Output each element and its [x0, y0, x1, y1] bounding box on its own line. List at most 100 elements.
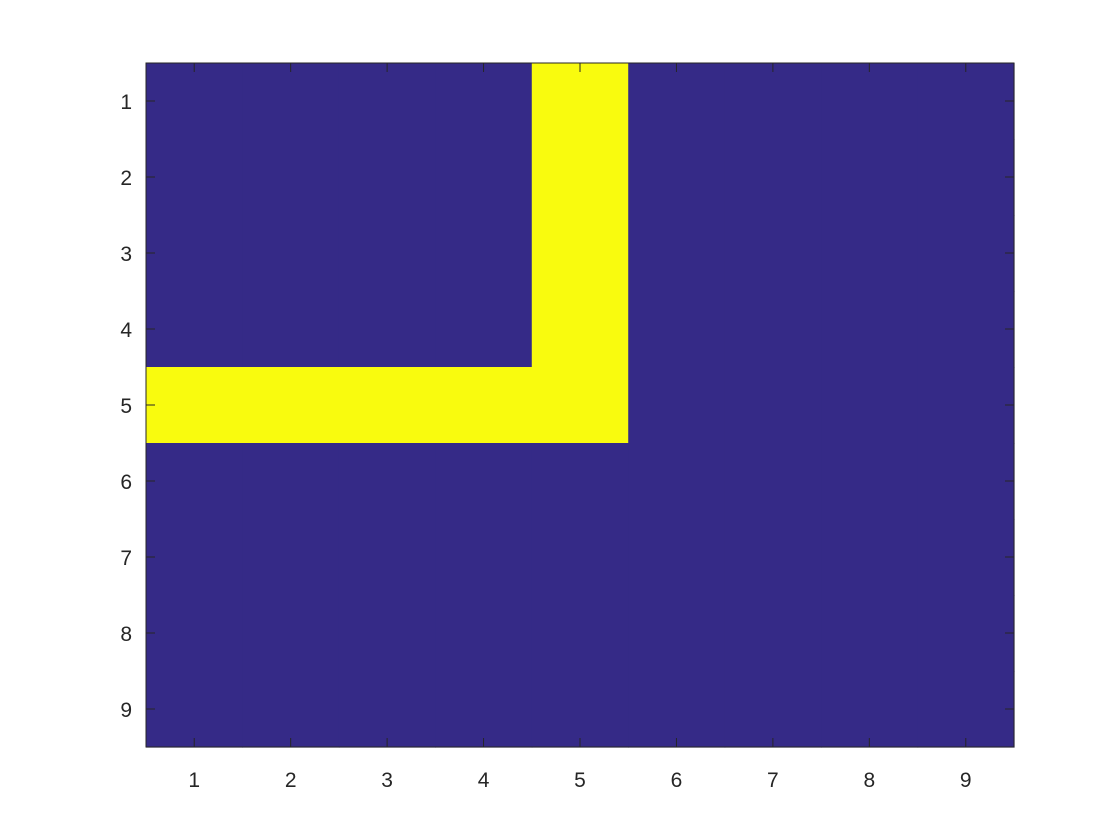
heatmap-cell — [338, 367, 436, 444]
heatmap-cell — [724, 519, 822, 596]
heatmap-cell — [821, 443, 919, 520]
heatmap-cell — [724, 671, 822, 748]
heatmap-cell — [531, 519, 629, 596]
heatmap-cell — [338, 63, 436, 140]
heatmap-cell — [917, 63, 1015, 140]
heatmap-cell — [821, 291, 919, 368]
heatmap-cell — [724, 215, 822, 292]
heatmap-cell — [242, 63, 340, 140]
heatmap-cell — [242, 443, 340, 520]
y-tick-label: 6 — [120, 471, 132, 494]
heatmap-cell — [242, 367, 340, 444]
heatmap-cell — [917, 139, 1015, 216]
heatmap-cell — [531, 443, 629, 520]
heatmap-cell — [242, 519, 340, 596]
heatmap-cell — [724, 595, 822, 672]
y-tick-label: 9 — [120, 699, 132, 722]
x-tick-label: 5 — [574, 769, 586, 792]
heatmap-cell — [821, 215, 919, 292]
heatmap-cell — [242, 215, 340, 292]
heatmap-cell — [435, 215, 533, 292]
y-tick-label: 3 — [120, 243, 132, 266]
heatmap-cell — [146, 519, 244, 596]
heatmap-cell — [628, 291, 726, 368]
x-tick-label: 1 — [188, 769, 200, 792]
x-tick-labels: 1 2 3 4 5 6 7 8 9 — [188, 769, 971, 792]
heatmap-cell — [628, 443, 726, 520]
heatmap-cell — [628, 519, 726, 596]
heatmap-cell — [821, 671, 919, 748]
heatmap-cell — [724, 367, 822, 444]
heatmap-cell — [242, 291, 340, 368]
heatmap-cell — [628, 595, 726, 672]
heatmap-cell — [531, 63, 629, 140]
heatmap-cell — [435, 519, 533, 596]
heatmap-cell — [146, 671, 244, 748]
axis-ticks — [146, 63, 1014, 747]
heatmap-cell — [146, 595, 244, 672]
y-tick-label: 5 — [120, 395, 132, 418]
heatmap-cell — [917, 291, 1015, 368]
heatmap-cell — [917, 367, 1015, 444]
heatmap-cell — [821, 595, 919, 672]
heatmap-cell — [338, 595, 436, 672]
heatmap-cell — [724, 443, 822, 520]
heatmap-cell — [146, 215, 244, 292]
heatmap-cell — [724, 63, 822, 140]
heatmap-cell — [917, 519, 1015, 596]
heatmap-cell — [435, 443, 533, 520]
x-tick-label: 7 — [767, 769, 779, 792]
heatmap-cell — [917, 215, 1015, 292]
y-tick-label: 8 — [120, 623, 132, 646]
x-tick-label: 2 — [285, 769, 297, 792]
y-tick-label: 4 — [120, 319, 132, 342]
heatmap-cell — [338, 519, 436, 596]
heatmap-cell — [821, 367, 919, 444]
heatmap-cell — [628, 671, 726, 748]
heatmap-cell — [724, 139, 822, 216]
heatmap-cell — [531, 139, 629, 216]
y-tick-labels: 1 2 3 4 5 6 7 8 9 — [120, 91, 132, 722]
heatmap-cell — [242, 139, 340, 216]
heatmap-cell — [531, 595, 629, 672]
heatmap-cell — [338, 671, 436, 748]
heatmap-cell — [338, 139, 436, 216]
heatmap-cell — [531, 367, 629, 444]
heatmap-cell — [146, 443, 244, 520]
heatmap-cell — [821, 139, 919, 216]
heatmap-cell — [821, 519, 919, 596]
x-tick-label: 3 — [381, 769, 393, 792]
heatmap-cell — [146, 367, 244, 444]
heatmap-cell — [242, 671, 340, 748]
heatmap-cell — [724, 291, 822, 368]
heatmap-cell — [628, 215, 726, 292]
y-tick-label: 7 — [120, 547, 132, 570]
heatmap-cell — [917, 671, 1015, 748]
x-tick-label: 9 — [960, 769, 972, 792]
x-tick-label: 8 — [863, 769, 875, 792]
heatmap-cell — [435, 595, 533, 672]
axes-box — [145, 62, 1015, 748]
heatmap-cell — [338, 215, 436, 292]
y-tick-label: 1 — [120, 91, 132, 114]
y-tick-label: 2 — [120, 167, 132, 190]
heatmap-cell — [917, 595, 1015, 672]
heatmap-cell — [531, 215, 629, 292]
heatmap-cell — [435, 63, 533, 140]
heatmap-cell — [338, 291, 436, 368]
heatmap-cell — [146, 291, 244, 368]
heatmap-cell — [531, 291, 629, 368]
heatmap-cell — [435, 671, 533, 748]
heatmap-cell — [242, 595, 340, 672]
heatmap-cell — [146, 139, 244, 216]
heatmap-cell — [917, 443, 1015, 520]
heatmap-cell — [531, 671, 629, 748]
heatmap-cell — [628, 63, 726, 140]
heatmap-cell — [821, 63, 919, 140]
x-tick-label: 4 — [478, 769, 490, 792]
heatmap-cell — [435, 291, 533, 368]
heatmap-cell — [435, 139, 533, 216]
heatmap-cell — [628, 139, 726, 216]
heatmap-cell — [628, 367, 726, 444]
